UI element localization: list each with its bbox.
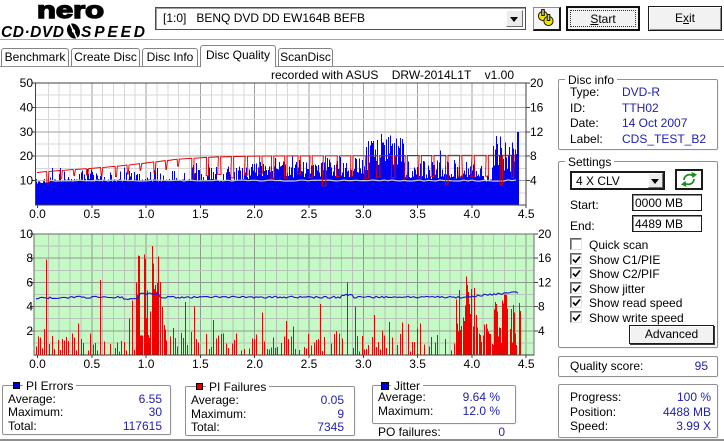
svg-text:4: 4 xyxy=(530,174,537,188)
svg-text:1.0: 1.0 xyxy=(138,207,155,221)
svg-text:30: 30 xyxy=(20,125,34,139)
svg-text:4: 4 xyxy=(538,324,545,338)
svg-text:2.0: 2.0 xyxy=(246,357,263,371)
svg-text:SPEED: SPEED xyxy=(81,24,145,41)
svg-text:20: 20 xyxy=(538,227,552,241)
svg-text:2: 2 xyxy=(26,324,33,338)
svg-text:1.0: 1.0 xyxy=(138,357,155,371)
svg-text:4: 4 xyxy=(26,300,33,314)
svg-text:6: 6 xyxy=(26,275,33,289)
svg-text:4.0: 4.0 xyxy=(464,207,481,221)
svg-text:8: 8 xyxy=(26,251,33,265)
svg-text:0.0: 0.0 xyxy=(29,207,46,221)
svg-text:8: 8 xyxy=(530,149,537,163)
svg-text:4.5: 4.5 xyxy=(518,357,535,371)
svg-text:nero: nero xyxy=(37,0,104,23)
svg-text:4.0: 4.0 xyxy=(464,357,481,371)
svg-text:40: 40 xyxy=(20,100,34,114)
svg-text:12: 12 xyxy=(538,275,552,289)
svg-text:16: 16 xyxy=(530,100,544,114)
svg-text:2.0: 2.0 xyxy=(246,207,263,221)
svg-text:recorded with ASUS DRW-2014: recorded with ASUS DRW-2014L1T v1.00 xyxy=(271,68,514,82)
svg-text:50: 50 xyxy=(20,76,34,90)
svg-text:2.5: 2.5 xyxy=(301,207,318,221)
svg-text:0.0: 0.0 xyxy=(29,357,46,371)
svg-text:2.5: 2.5 xyxy=(301,357,318,371)
svg-text:10: 10 xyxy=(20,174,34,188)
svg-text:1.5: 1.5 xyxy=(192,207,209,221)
svg-text:3.0: 3.0 xyxy=(355,357,372,371)
svg-text:3.0: 3.0 xyxy=(355,207,372,221)
svg-text:20: 20 xyxy=(20,149,34,163)
svg-text:10: 10 xyxy=(20,227,34,241)
svg-text:0.5: 0.5 xyxy=(83,357,100,371)
svg-text:20: 20 xyxy=(530,76,544,90)
svg-text:1.5: 1.5 xyxy=(192,357,209,371)
svg-text:3.5: 3.5 xyxy=(409,207,426,221)
svg-text:12: 12 xyxy=(530,125,544,139)
svg-text:0.5: 0.5 xyxy=(83,207,100,221)
svg-text:CD·DVD: CD·DVD xyxy=(1,24,64,41)
svg-text:3.5: 3.5 xyxy=(409,357,426,371)
svg-text:4.5: 4.5 xyxy=(518,207,535,221)
svg-text:8: 8 xyxy=(538,300,545,314)
svg-text:16: 16 xyxy=(538,251,552,265)
